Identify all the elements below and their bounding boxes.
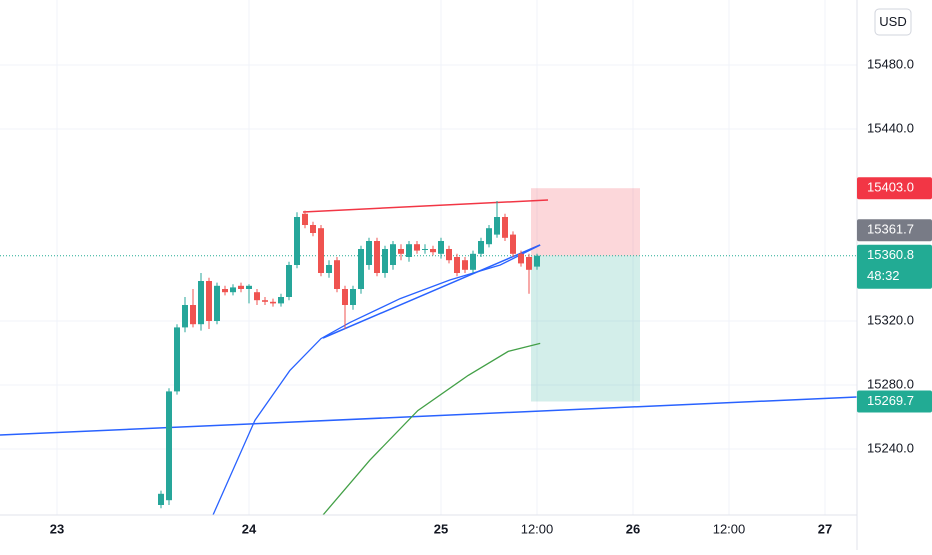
x-tick-label: 27 — [818, 521, 832, 536]
x-tick-label: 12:00 — [521, 521, 554, 536]
x-tick-label: 25 — [434, 521, 448, 536]
candle-body — [198, 281, 204, 325]
candle-body — [526, 257, 532, 270]
trend-line — [302, 199, 549, 213]
candle-body — [246, 285, 252, 289]
price-label-box — [857, 219, 932, 242]
candle-body — [318, 228, 324, 273]
candle-body — [286, 265, 292, 297]
currency-button[interactable] — [874, 8, 912, 36]
y-tick-label: 15280.0 — [867, 376, 914, 391]
candle-body — [294, 217, 300, 265]
candle-body — [438, 241, 444, 254]
candle-body — [494, 217, 500, 235]
candle-body — [262, 300, 268, 302]
candle-body — [454, 257, 460, 273]
price-label: 15269.7 — [867, 393, 914, 408]
candle-body — [350, 289, 356, 305]
trend-line — [322, 244, 541, 339]
candle-body — [478, 241, 484, 254]
candle-body — [382, 249, 388, 273]
candle-body — [310, 225, 316, 233]
candle-body — [510, 234, 516, 254]
candle-body — [302, 213, 308, 225]
x-tick-label: 26 — [626, 521, 640, 536]
candle-body — [158, 493, 164, 505]
candle-body — [174, 327, 180, 392]
candle-body — [190, 305, 196, 325]
countdown: 48:32 — [867, 268, 900, 283]
price-label-box — [857, 390, 932, 413]
moving-average — [322, 342, 541, 516]
candle-body — [326, 265, 332, 273]
candle-body — [342, 289, 348, 305]
y-tick-label: 15480.0 — [867, 56, 914, 71]
candle-body — [406, 244, 412, 257]
candle-body — [230, 287, 236, 293]
candle-body — [446, 249, 452, 261]
price-label: 15361.7 — [867, 222, 914, 237]
candle-body — [374, 241, 380, 273]
candle-body — [414, 244, 420, 251]
candle-body — [222, 289, 228, 293]
candle-body — [398, 249, 404, 254]
candle-body — [486, 228, 492, 245]
candle-body — [430, 249, 436, 253]
stop-zone — [531, 188, 640, 256]
price-label: 15403.0 — [867, 180, 914, 195]
moving-average — [212, 244, 541, 516]
candle-body — [518, 253, 524, 264]
x-tick-label: 24 — [242, 521, 257, 536]
target-zone — [531, 255, 640, 402]
candle-body — [254, 292, 260, 301]
candle-body — [278, 297, 284, 304]
candle-body — [214, 285, 220, 321]
candle-body — [462, 260, 468, 270]
price-label-box — [857, 244, 932, 289]
candle-body — [502, 217, 508, 238]
candle-body — [270, 301, 276, 304]
price-label-box — [857, 177, 932, 200]
candle-body — [334, 260, 340, 289]
candle-body — [206, 281, 212, 321]
x-tick-label: 12:00 — [713, 521, 746, 536]
candle-body — [358, 249, 364, 289]
trend-line — [0, 396, 858, 436]
y-tick-label: 15440.0 — [867, 120, 914, 135]
candle-body — [470, 253, 476, 270]
x-tick-label: 23 — [50, 521, 64, 536]
candle-body — [238, 285, 244, 289]
candle-body — [166, 391, 172, 501]
currency[interactable]: USD — [879, 14, 906, 29]
price-label: 15360.8 — [867, 247, 914, 262]
candle-body — [534, 255, 540, 267]
candle-body — [390, 244, 396, 265]
candle-body — [422, 249, 428, 250]
y-tick-label: 15320.0 — [867, 312, 914, 327]
candle-body — [366, 241, 372, 265]
y-tick-label: 15240.0 — [867, 440, 914, 455]
candle-body — [182, 305, 188, 328]
